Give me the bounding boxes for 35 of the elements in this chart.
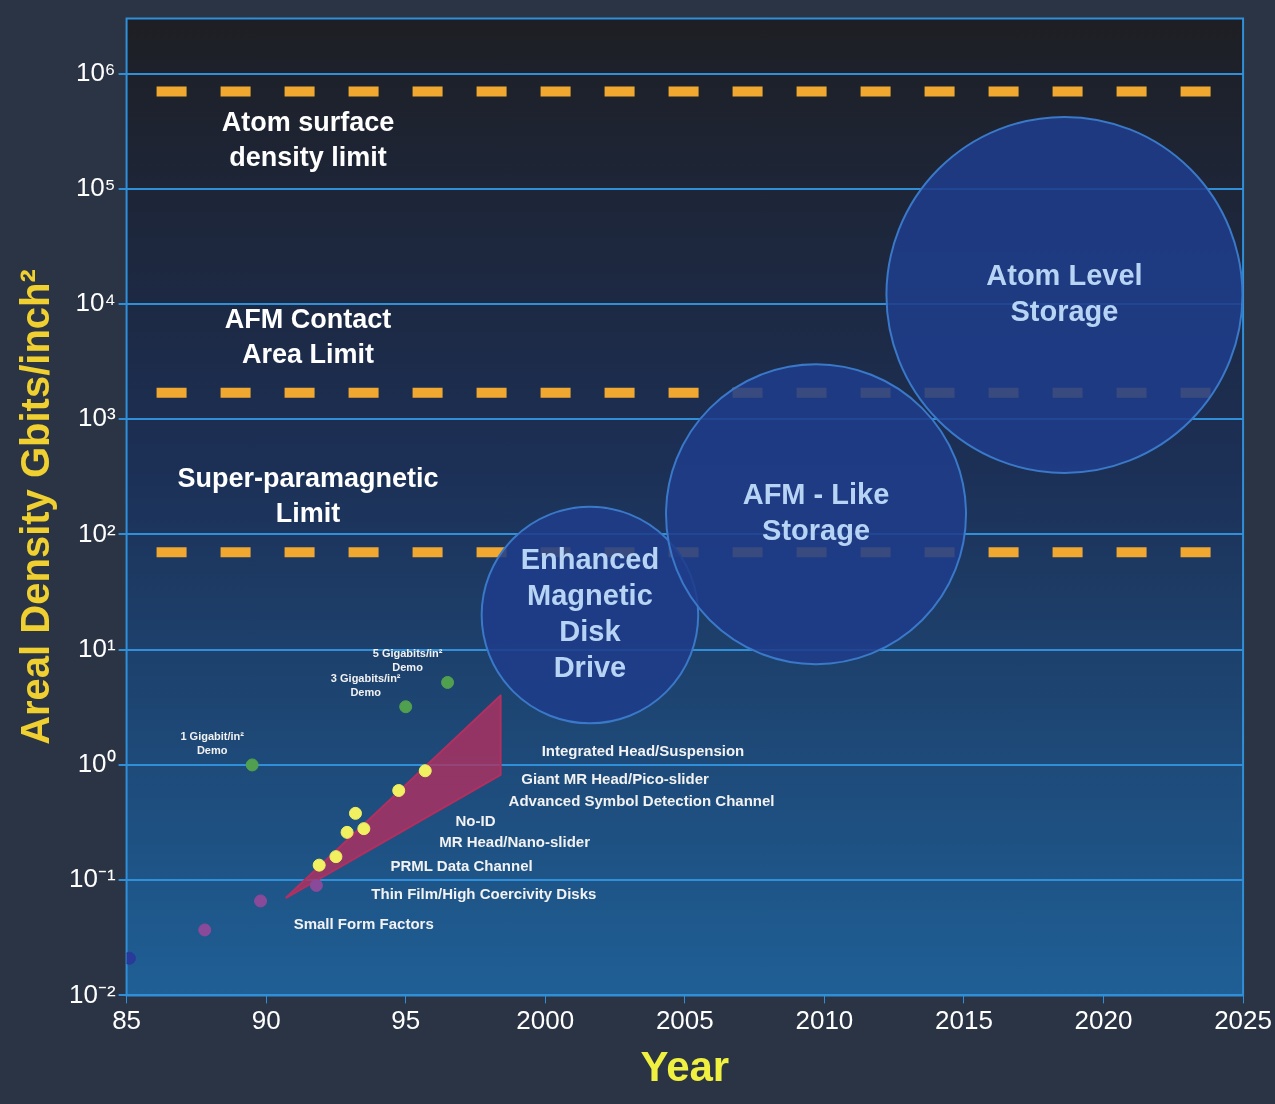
x-tick-label: 2025 (1214, 1005, 1272, 1036)
annotation: MR Head/Nano-slider (439, 833, 591, 851)
annotation: Thin Film/High Coercivity Disks (371, 884, 597, 902)
y-tick-label: 10⁶ (75, 56, 116, 87)
x-tick-label: 2000 (516, 1005, 575, 1036)
x-tick-label: 95 (391, 1005, 421, 1036)
annotation: 5 Gigabits/in² Demo (372, 647, 443, 674)
annotation: No-ID (455, 812, 496, 830)
ref-line-label: Atom surface density limit (221, 107, 395, 173)
ref-line-label: AFM Contact Area Limit (224, 303, 392, 369)
annotation: Advanced Symbol Detection Channel (508, 792, 775, 810)
x-tick-label: 2020 (1074, 1005, 1133, 1036)
annotation: Integrated Head/Suspension (541, 741, 745, 759)
x-axis-title: Year (640, 1043, 730, 1091)
y-tick-label: 10² (78, 517, 116, 548)
y-tick-label: 10⁰ (77, 748, 116, 779)
y-tick-label: 10⁵ (75, 171, 116, 202)
annotation: 1 Gigabit/in² Demo (180, 729, 245, 756)
ref-line-label: Super-paramagnetic Limit (177, 463, 439, 529)
annotation: 3 Gigabits/in² Demo (330, 671, 401, 698)
x-tick-label: 2005 (655, 1005, 714, 1036)
y-tick-label: 10⁻¹ (69, 863, 116, 894)
x-tick-label: 90 (251, 1005, 281, 1036)
y-axis-title: Areal Density Gbits/inch² (13, 269, 58, 745)
y-tick-label: 10¹ (78, 632, 116, 663)
annotation: Small Form Factors (293, 915, 434, 933)
annotation: PRML Data Channel (390, 857, 533, 875)
annotation: Giant MR Head/Pico-slider (521, 770, 709, 788)
annotation: AFM - Like Storage (742, 478, 890, 547)
annotation: Atom Level Storage (986, 258, 1143, 327)
y-tick-label: 10³ (78, 402, 116, 433)
x-tick-label: 2015 (935, 1005, 993, 1036)
annotation: Enhanced Magnetic Disk Drive (520, 543, 660, 684)
x-tick-label: 2010 (795, 1005, 854, 1036)
y-tick-label: 10⁴ (75, 287, 116, 318)
